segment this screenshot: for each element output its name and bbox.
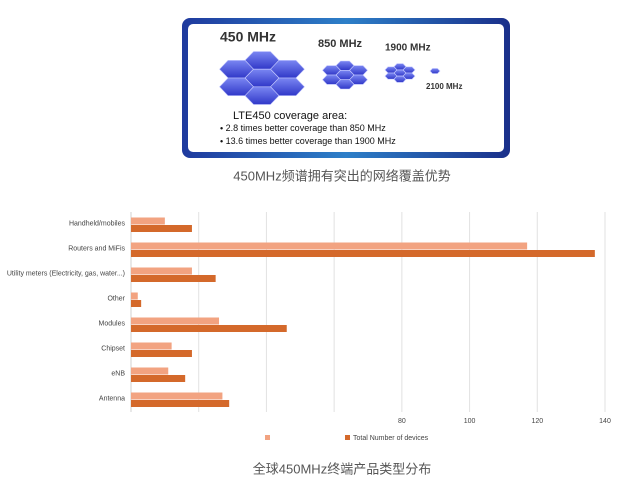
- bar: [131, 342, 172, 350]
- bar: [131, 267, 192, 275]
- bar: [131, 217, 165, 225]
- figure-caption: 450MHz频谱拥有突出的网络覆盖优势: [233, 168, 450, 183]
- band-label: 850 MHz: [318, 38, 363, 50]
- band-label: 1900 MHz: [385, 43, 431, 54]
- y-tick-label: Other: [107, 295, 125, 302]
- hexagon: [393, 75, 407, 83]
- legend-swatch: [345, 435, 350, 440]
- y-tick-label: Handheld/mobiles: [69, 220, 126, 227]
- bar: [131, 375, 186, 382]
- bar: [131, 250, 595, 257]
- band-label: 450 MHz: [220, 29, 276, 45]
- y-tick-label: Modules: [99, 320, 126, 327]
- chart-caption: 全球450MHz终端产品类型分布: [253, 461, 431, 476]
- x-tick-label: 140: [599, 418, 611, 425]
- x-tick-label: 120: [531, 418, 543, 425]
- hexagon: [335, 79, 355, 90]
- y-tick-label: Utility meters (Electricity, gas, water.…: [7, 270, 125, 277]
- bar: [131, 242, 528, 250]
- y-tick-label: eNB: [111, 370, 125, 377]
- x-tick-label: 100: [464, 418, 476, 425]
- band-label: 2100 MHz: [426, 82, 462, 91]
- chart: 80 100 120 140 Handheld/mobiles Routers and M…: [7, 212, 611, 442]
- coverage-heading: LTE450 coverage area:: [233, 110, 347, 122]
- bar: [131, 225, 192, 232]
- bullet: • 13.6 times better coverage than 1900 M…: [220, 136, 396, 146]
- x-tick-label: 80: [398, 418, 406, 425]
- bullet-text: 2.8 times better coverage than 850 MHz: [226, 123, 387, 133]
- y-tick-label: Chipset: [101, 345, 125, 352]
- bar: [131, 325, 287, 332]
- bar: [131, 317, 220, 325]
- bar: [131, 292, 138, 300]
- bullet-text: 13.6 times better coverage than 1900 MHz: [226, 136, 397, 146]
- bar: [131, 367, 169, 375]
- bar: [131, 275, 216, 282]
- bullet: • 2.8 times better coverage than 850 MHz: [220, 123, 386, 133]
- hexagon: [429, 68, 441, 74]
- hex-clusters: [219, 51, 441, 105]
- hexagon: [244, 86, 280, 105]
- y-tick-label: Antenna: [99, 395, 125, 402]
- legend-swatch: [265, 435, 270, 440]
- legend-label: Total Number of devices: [353, 435, 429, 442]
- bar: [131, 300, 142, 307]
- y-tick-label: Routers and MiFis: [68, 245, 125, 252]
- bar: [131, 400, 230, 407]
- bar: [131, 392, 223, 400]
- bar: [131, 350, 192, 357]
